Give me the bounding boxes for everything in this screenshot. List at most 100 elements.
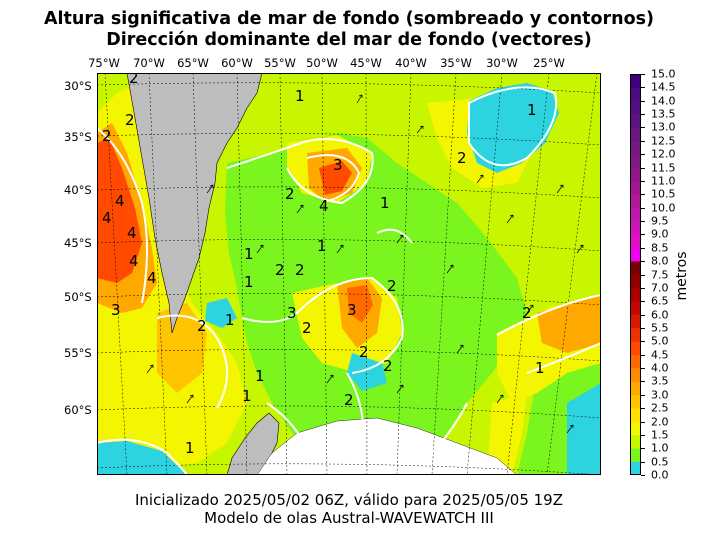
lon-label-75w: 75°W [88,56,120,70]
swell-core-red-north [319,161,352,195]
colorbar-tick-label: 13.5 [651,107,676,121]
colorbar-tick-label: 14.5 [651,80,676,94]
colorbar-cell [630,234,641,249]
colorbar-cell [630,381,641,396]
south-america-land [126,73,263,334]
colorbar-tick-mark [641,421,645,423]
colorbar-cell [630,74,641,88]
colorbar-tick-label: 8.5 [651,241,669,255]
contour-label: 2 [197,317,207,335]
swell-zone-cyan-southeast [567,383,601,475]
colorbar-cell [630,154,641,168]
colorbar-cell [630,247,641,262]
swell-core-red-west [97,138,142,283]
colorbar-tick-mark [641,87,645,89]
contour-label: 3 [287,304,297,322]
contour-label: 2 [102,127,112,145]
lon-label-45w: 45°W [350,56,382,70]
colorbar-cell [630,434,641,449]
colorbar-tick-label: 3.0 [651,388,669,402]
colorbar-cell [630,368,641,382]
colorbar-cell [630,314,641,329]
colorbar-tick-mark [641,247,645,249]
lat-label-45s: 45°S [64,236,92,250]
colorbar-tick-mark [641,140,645,142]
colorbar-tick-mark [641,327,645,329]
colorbar-tick-label: 3.5 [651,374,669,388]
contour-label: 4 [319,197,329,215]
colorbar-cell [630,461,641,475]
contour-label: 2 [457,149,467,167]
contour-label: 4 [129,252,139,270]
footer-model: Modelo de olas Austral-WAVEWATCH III [204,509,494,527]
colorbar-tick-label: 9.0 [651,227,669,241]
contour-label: 1 [255,367,265,385]
colorbar-cell [630,194,641,208]
colorbar-tick-mark [641,127,645,129]
colorbar-tick-mark [641,461,645,463]
colorbar-tick-mark [641,434,645,436]
lon-label-25w: 25°W [533,56,565,70]
colorbar-cell [630,180,641,195]
colorbar-tick-mark [641,448,645,450]
colorbar-tick-label: 7.0 [651,281,669,295]
colorbar-tick-mark [641,301,645,303]
colorbar-cell [630,140,641,155]
contour-label: 1 [380,194,390,212]
contour-label: 1 [317,237,327,255]
colorbar-tick-label: 0.5 [651,455,669,469]
colorbar-tick-label: 12.0 [651,147,676,161]
contour-label: 1 [527,101,537,119]
colorbar-unit-label: metros [674,251,690,301]
swell-zone-yellow-far-south [487,393,527,475]
colorbar-tick-mark [641,100,645,102]
colorbar-tick-label: 2.0 [651,415,669,429]
colorbar-tick-label: 11.5 [651,161,676,175]
colorbar-cell [630,287,641,302]
contour-label: 1 [295,87,305,105]
colorbar-cell [630,87,641,102]
swell-height-map: 2 2 2 1 3 2 4 1 2 1 4 4 1 4 1 4 2 4 2 1 … [97,73,601,475]
colorbar-tick-label: 14.0 [651,94,676,108]
contour-label: 1 [185,439,195,457]
colorbar-tick-mark [641,74,645,75]
colorbar-tick-mark [641,194,645,196]
colorbar-tick-mark [641,261,645,263]
colorbar-tick-label: 10.5 [651,187,676,201]
colorbar-tick-label: 1.5 [651,428,669,442]
contour-label: 2 [295,261,305,279]
contour-label: 2 [383,357,393,375]
contour-label: 1 [244,273,254,291]
lon-label-50w: 50°W [306,56,338,70]
lon-label-30w: 30°W [486,56,518,70]
footer-init-valid: Inicializado 2025/05/02 06Z, válido para… [135,491,563,509]
colorbar-tick-mark [641,114,645,116]
colorbar-tick-label: 9.5 [651,214,669,228]
colorbar-tick-label: 7.5 [651,268,669,281]
contour-label: 1 [535,359,545,377]
colorbar-cell [630,261,641,275]
direction-vectors [146,94,584,434]
lon-label-55w: 55°W [264,56,296,70]
contour-label: 1 [225,311,235,329]
colorbar-tick-label: 1.0 [651,441,669,455]
contour-label: 4 [115,192,125,210]
colorbar-cell [630,421,641,436]
colorbar-tick-label: 4.5 [651,348,669,362]
colorbar-tick-mark [641,287,645,289]
colorbar-cell [630,100,641,115]
contour-label: 1 [242,387,252,405]
colorbar-cell [630,221,641,235]
lon-label-65w: 65°W [177,56,209,70]
colorbar-tick-mark [641,408,645,410]
colorbar-tick-mark [641,394,645,396]
colorbar-tick-label: 6.5 [651,294,669,308]
contour-label: 4 [102,209,112,227]
contour-label: 2 [522,304,532,322]
colorbar-tick-label: 2.5 [651,401,669,415]
colorbar-cell [630,127,641,142]
colorbar-cell [630,167,641,182]
colorbar-tick-label: 15.0 [651,67,676,81]
colorbar-cell [630,448,641,462]
colorbar-tick-mark [641,221,645,223]
